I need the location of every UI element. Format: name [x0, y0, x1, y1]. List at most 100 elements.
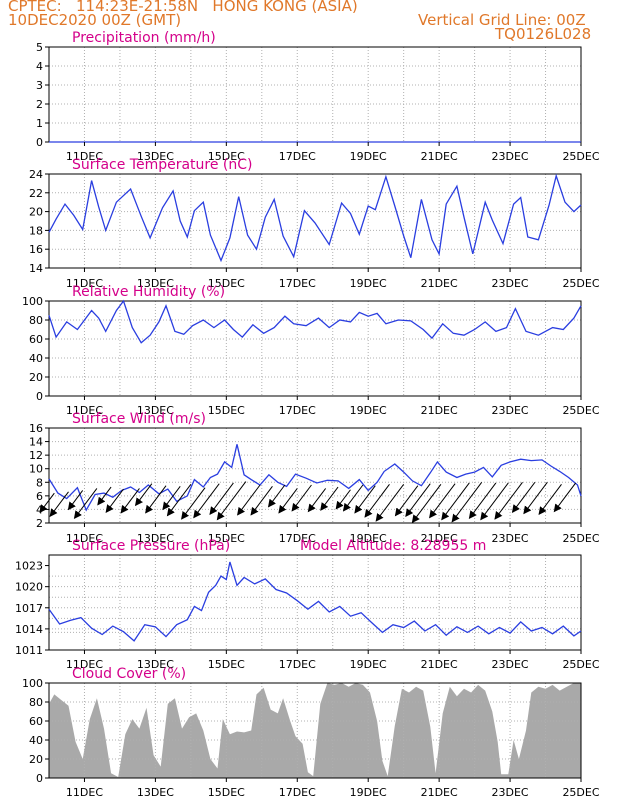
- temp-ytick-label: 22: [29, 187, 43, 200]
- cloud-ytick-label: 80: [29, 696, 43, 709]
- wind-vector-arrow: [405, 483, 431, 518]
- wind-xtick-label: 13DEC: [137, 532, 174, 545]
- wind-vector-arrow: [250, 486, 273, 516]
- wind-vector-arrow: [105, 488, 124, 513]
- temp-xtick-label: 11DEC: [66, 277, 103, 290]
- wind-vector-arrow: [120, 488, 140, 514]
- wind-vector-arrow: [375, 484, 405, 522]
- precip-xtick-label: 19DEC: [350, 150, 387, 163]
- run-label: 10DEC2020 00Z (GMT): [8, 11, 182, 29]
- rh-xtick-label: 21DEC: [421, 404, 458, 417]
- wind-vector-arrow: [468, 482, 497, 520]
- precip-xtick-label: 11DEC: [66, 150, 103, 163]
- wind-frame: [48, 427, 582, 524]
- wind-vector-arrow: [162, 486, 181, 511]
- wind-xtick-label: 21DEC: [421, 532, 458, 545]
- press-panel-note: Model Altitude: 8.28955 m: [300, 538, 486, 554]
- rh-ytick-label: 20: [29, 371, 43, 384]
- cloud-ytick-label: 100: [22, 677, 43, 690]
- wind-vector-arrow: [278, 488, 298, 514]
- precip-ytick-label: 3: [36, 79, 43, 92]
- temp-ytick-label: 24: [29, 168, 43, 181]
- rh-xtick-label: 25DEC: [562, 404, 599, 417]
- wind-vector-arrow: [181, 487, 206, 520]
- wind-vector-arrow: [553, 482, 577, 513]
- wind-vector-arrow: [480, 482, 509, 521]
- wind-vector-arrow: [538, 484, 562, 515]
- press-xtick-label: 15DEC: [208, 658, 245, 671]
- wind-vector-arrow: [291, 484, 312, 512]
- wind-ytick-label: 16: [29, 422, 43, 435]
- wind-xtick-label: 19DEC: [350, 532, 387, 545]
- temp-xtick-label: 15DEC: [208, 277, 245, 290]
- temp-xtick-label: 19DEC: [350, 277, 387, 290]
- wind-vector-arrow: [49, 491, 69, 518]
- precip-panel-title: Precipitation (mm/h): [72, 30, 216, 46]
- rh-xtick-label: 17DEC: [279, 404, 316, 417]
- precip-xtick-label: 17DEC: [279, 150, 316, 163]
- rh-panel-title: Relative Humidity (%): [72, 284, 225, 300]
- rh-frame: [48, 300, 582, 397]
- cloud-panel: 0 20 40 60 80 100 11DEC 13DEC 15DEC 17DEC 19DEC 21D…: [22, 666, 600, 799]
- press-panel-title: Surface Pressure (hPa): [72, 538, 230, 554]
- rh-panel: 0 20 40 60 80 100 11DEC 13DEC 15DEC 17DEC 19DEC 21D…: [22, 284, 600, 417]
- rh-xtick-label: 23DEC: [492, 404, 529, 417]
- press-ytick-label: 1023: [15, 560, 43, 573]
- press-xtick-label: 19DEC: [350, 658, 387, 671]
- temp-xtick-label: 21DEC: [421, 277, 458, 290]
- wind-vector-arrow: [335, 489, 351, 510]
- wind-ytick-label: 4: [36, 503, 43, 516]
- wind-xtick-label: 23DEC: [492, 532, 529, 545]
- press-xtick-label: 21DEC: [421, 658, 458, 671]
- press-xtick-label: 17DEC: [279, 658, 316, 671]
- wind-vector-arrow: [441, 482, 470, 521]
- temp-xtick-label: 17DEC: [279, 277, 316, 290]
- cloud-xtick-label: 19DEC: [350, 786, 387, 799]
- precip-xtick-label: 15DEC: [208, 150, 245, 163]
- temp-xtick-label: 13DEC: [137, 277, 174, 290]
- temp-xtick-label: 23DEC: [492, 277, 529, 290]
- precip-panel: 0 1 2 3 4 5 11DEC 13DEC 15DEC 17DEC 19DEC 21DEC 23DE…: [36, 30, 600, 163]
- rh-ytick-label: 100: [22, 295, 43, 308]
- precip-xtick-label: 21DEC: [421, 150, 458, 163]
- source-label: CPTEC:: [8, 0, 62, 15]
- wind-vector-arrow: [39, 492, 55, 513]
- wind-ytick-label: 14: [29, 436, 43, 449]
- wind-vector-arrow: [394, 485, 419, 517]
- wind-xtick-label: 25DEC: [562, 532, 599, 545]
- wind-vector-arrow: [67, 490, 84, 511]
- wind-xtick-label: 15DEC: [208, 532, 245, 545]
- press-xtick-label: 23DEC: [492, 658, 529, 671]
- press-ytick-label: 1017: [15, 602, 43, 615]
- temp-frame: [48, 173, 582, 269]
- press-panel: 1011 1014 1017 1020 1023 11DEC 13DEC 15DEC 17DEC…: [15, 538, 600, 671]
- rh-xtick-label: 15DEC: [208, 404, 245, 417]
- wind-vector-arrow: [97, 486, 112, 506]
- product-code-label: TQ0126L028: [495, 25, 592, 43]
- wind-xtick-label: 11DEC: [66, 532, 103, 545]
- cloud-xtick-label: 21DEC: [421, 786, 458, 799]
- cloud-xtick-label: 23DEC: [492, 786, 529, 799]
- rh-ytick-label: 0: [36, 390, 43, 403]
- press-ytick-label: 1014: [15, 623, 43, 636]
- cloud-frame: [48, 682, 582, 779]
- press-xtick-label: 25DEC: [562, 658, 599, 671]
- cloud-ytick-label: 20: [29, 753, 43, 766]
- wind-vector-arrow: [429, 483, 456, 519]
- cloud-xtick-label: 17DEC: [279, 786, 316, 799]
- wind-vector-arrow: [145, 485, 167, 514]
- cloud-area: [49, 683, 581, 778]
- wind-panel-title: Surface Wind (m/s): [72, 411, 206, 427]
- wind-vector-arrow: [73, 488, 98, 520]
- wind-vector-arrow: [134, 483, 153, 507]
- precip-ytick-label: 4: [36, 60, 43, 73]
- wind-vector-arrow: [451, 481, 483, 523]
- location-label: 114:23E-21:58N HONG KONG (ASIA): [76, 0, 358, 15]
- wind-vector-arrow: [237, 484, 261, 516]
- cloud-xtick-label: 13DEC: [137, 786, 174, 799]
- wind-ytick-label: 6: [36, 490, 43, 503]
- wind-vector-arrow: [411, 484, 442, 524]
- cloud-ytick-label: 60: [29, 715, 43, 728]
